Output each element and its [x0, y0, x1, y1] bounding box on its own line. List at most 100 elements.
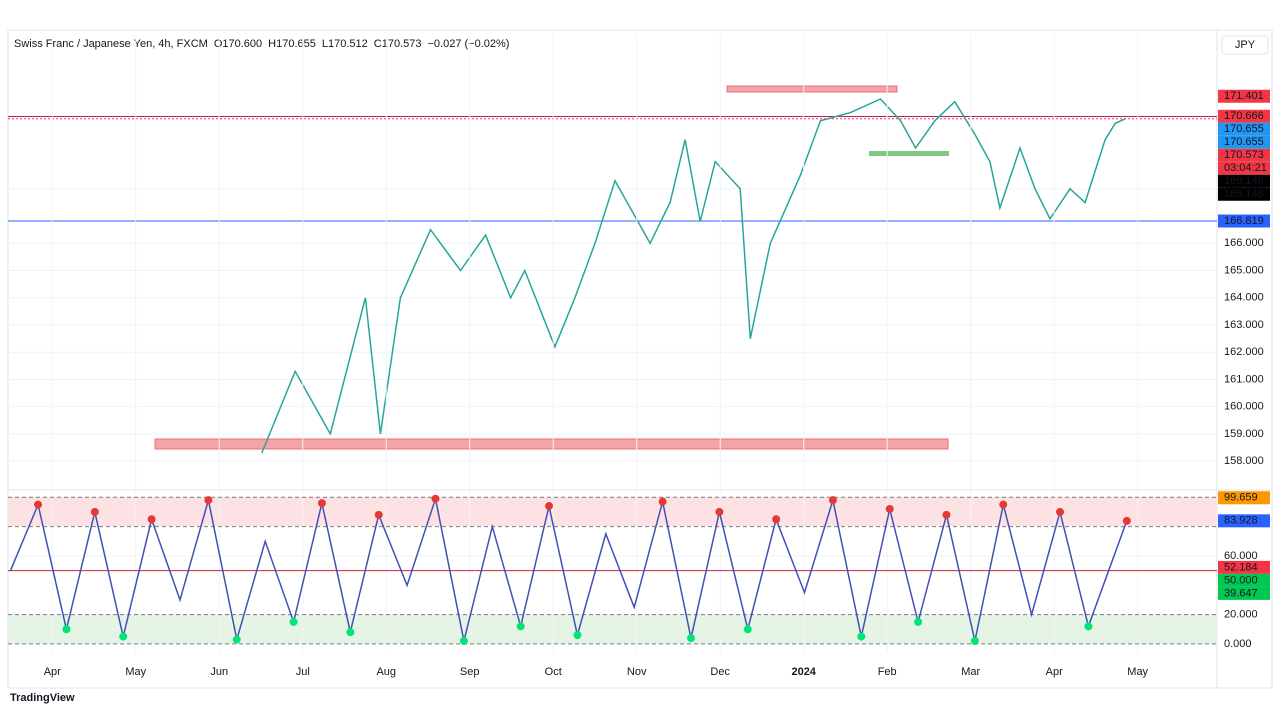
price-label: 170.655 — [1224, 136, 1264, 148]
signal-dot — [204, 496, 213, 505]
signal-dot — [970, 636, 979, 645]
x-tick-label: Nov — [627, 666, 647, 678]
signal-dot — [999, 500, 1008, 509]
signal-dot — [374, 510, 383, 519]
signal-dot — [317, 499, 326, 508]
y-tick-label: 165.000 — [1224, 264, 1264, 276]
series-line — [9, 495, 1128, 642]
signal-dot — [346, 628, 355, 637]
price-label: 170.573 — [1224, 149, 1264, 161]
x-tick-label: Oct — [545, 666, 562, 678]
signal-dot — [942, 510, 951, 519]
price-label-box — [1218, 573, 1270, 587]
footer: TradingView — [10, 692, 75, 704]
price-label-box — [1218, 89, 1270, 103]
frame — [7, 29, 1273, 689]
signal-dot — [147, 515, 156, 524]
signal-dot — [828, 496, 837, 505]
price-label-box — [1218, 122, 1270, 136]
y-tick-label: 163.000 — [1224, 319, 1264, 331]
signal-dot — [545, 502, 554, 511]
price-label-box — [1218, 491, 1270, 505]
overbought-band — [8, 497, 1217, 526]
signal-dot — [516, 622, 525, 631]
x-tick-label: Feb — [878, 666, 897, 678]
countdown: 03:04:21 — [1224, 162, 1267, 174]
price-label-box — [1218, 135, 1270, 149]
countdown-box — [1218, 161, 1270, 175]
x-tick-label: Apr — [44, 666, 61, 678]
price-label-box — [1218, 586, 1270, 600]
x-tick-label: May — [1127, 666, 1148, 678]
signal-dot — [573, 631, 582, 640]
signal-dot — [119, 632, 128, 641]
price-label: 170.655 — [1224, 123, 1264, 135]
x-tick-label: Apr — [1046, 666, 1063, 678]
signal-dot — [715, 507, 724, 516]
y-tick-label: 162.000 — [1224, 346, 1264, 358]
ohlc-value: O170.600 — [214, 38, 262, 50]
price-label: 170.666 — [1224, 110, 1264, 122]
signal-dot — [686, 634, 695, 643]
price-label: 52.184 — [1224, 561, 1258, 573]
price-label-box — [1218, 148, 1270, 162]
price-label: 166.819 — [1224, 215, 1264, 227]
oversold-band — [8, 615, 1217, 644]
price-label: 50.000 — [1224, 574, 1258, 586]
x-tick-label: Aug — [376, 666, 396, 678]
zone — [726, 85, 898, 93]
x-tick-label: Jul — [296, 666, 310, 678]
signal-dot — [62, 625, 71, 634]
zone — [869, 151, 949, 156]
y-tick-label: 20.000 — [1224, 609, 1258, 621]
y-tick-label: 166.000 — [1224, 237, 1264, 249]
price-label-box — [1218, 187, 1270, 201]
x-tick-label: May — [125, 666, 146, 678]
signal-dot — [772, 515, 781, 524]
signal-dot — [857, 632, 866, 641]
price-label: 99.659 — [1224, 492, 1258, 504]
x-tick-label: Dec — [710, 666, 730, 678]
price-label: 169.148 — [1224, 188, 1264, 200]
series-line — [261, 98, 1126, 454]
currency-box[interactable] — [1221, 35, 1269, 55]
signal-dot — [431, 494, 440, 503]
ohlc-value: L170.512 — [322, 38, 368, 50]
price-label-box — [1218, 514, 1270, 528]
currency: JPY — [1235, 39, 1256, 51]
y-tick-label: 161.000 — [1224, 373, 1264, 385]
signal-dot — [459, 636, 468, 645]
y-tick-label: 159.000 — [1224, 428, 1264, 440]
price-label: 169.148 — [1224, 175, 1264, 187]
price-label: 171.401 — [1224, 90, 1264, 102]
signal-dot — [914, 617, 923, 626]
signal-dot — [289, 617, 298, 626]
ohlc-value: −0.027 (−0.02%) — [427, 38, 509, 50]
y-tick-label: 158.000 — [1224, 455, 1264, 467]
y-tick-label: 160.000 — [1224, 401, 1264, 413]
price-label-box — [1218, 214, 1270, 228]
signal-dot — [1084, 622, 1093, 631]
signal-dot — [1122, 516, 1131, 525]
price-label: 83.928 — [1224, 515, 1258, 527]
ohlc-value: H170.655 — [268, 38, 316, 50]
signal-dot — [743, 625, 752, 634]
ohlc-value: C170.573 — [374, 38, 422, 50]
chart-title: Swiss Franc / Japanese Yen, 4h, FXCM — [14, 38, 208, 50]
y-tick-label: 164.000 — [1224, 292, 1264, 304]
signal-dot — [34, 500, 43, 509]
zone — [154, 438, 949, 450]
signal-dot — [90, 507, 99, 516]
price-label-box — [1218, 560, 1270, 574]
signal-dot — [1056, 507, 1065, 516]
price-label-box — [1218, 174, 1270, 188]
price-label: 39.647 — [1224, 587, 1258, 599]
signal-dot — [885, 504, 894, 513]
x-tick-label: Jun — [210, 666, 228, 678]
x-tick-label: Sep — [460, 666, 480, 678]
x-tick-label: Mar — [961, 666, 980, 678]
y-tick-label: 60.000 — [1224, 550, 1258, 562]
y-tick-label: 0.000 — [1224, 638, 1252, 650]
price-label-box — [1218, 109, 1270, 123]
